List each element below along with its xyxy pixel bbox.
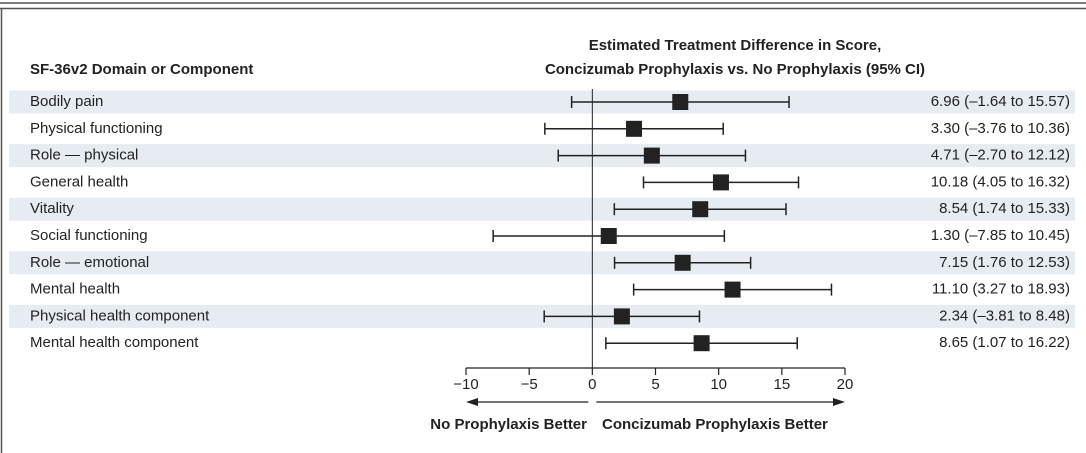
x-tick-label: −5	[521, 376, 538, 393]
estimate	[712, 174, 729, 191]
category-label: Mental health component	[30, 334, 199, 351]
estimate	[674, 254, 691, 271]
column-header: SF-36v2 Domain or Component	[30, 61, 253, 78]
x-tick-label: 20	[837, 376, 854, 393]
estimate	[613, 308, 630, 325]
value-label: 10.18 (4.05 to 16.32)	[931, 173, 1070, 190]
left-label: No Prophylaxis Better	[430, 416, 587, 433]
category-label: Role — emotional	[30, 254, 149, 271]
estimate	[724, 281, 741, 298]
x-tick-label: 10	[710, 376, 727, 393]
x-tick-label: 0	[588, 376, 596, 393]
row-shading	[9, 197, 1075, 221]
estimate	[693, 335, 710, 352]
value-label: 8.65 (1.07 to 16.22)	[939, 334, 1070, 351]
row-shading	[9, 144, 1075, 168]
chart-title: Estimated Treatment Difference in Score,	[589, 37, 882, 54]
x-tick-label: −10	[453, 376, 478, 393]
row-shading	[9, 304, 1075, 328]
value-label: 6.96 (–1.64 to 15.57)	[931, 93, 1070, 110]
category-label: Vitality	[30, 200, 74, 217]
category-label: Role — physical	[30, 147, 138, 164]
category-label: Social functioning	[30, 227, 148, 244]
row-shading	[9, 90, 1075, 114]
value-label: 1.30 (–7.85 to 10.45)	[931, 227, 1070, 244]
value-label: 4.71 (–2.70 to 12.12)	[931, 147, 1070, 164]
row-shading	[9, 251, 1075, 275]
category-label: Mental health	[30, 281, 120, 298]
arrow-head	[466, 398, 478, 406]
right-label: Concizumab Prophylaxis Better	[602, 416, 828, 433]
x-tick-label: 15	[773, 376, 790, 393]
value-label: 7.15 (1.76 to 12.53)	[939, 254, 1070, 271]
value-label: 8.54 (1.74 to 15.33)	[939, 200, 1070, 217]
category-label: Bodily pain	[30, 93, 103, 110]
estimate	[672, 94, 689, 110]
category-label: General health	[30, 173, 128, 190]
chart-title: Concizumab Prophylaxis vs. No Prophylaxi…	[545, 61, 925, 78]
category-label: Physical health component	[30, 307, 210, 324]
estimate	[626, 120, 643, 137]
value-label: 3.30 (–3.76 to 10.36)	[931, 120, 1070, 137]
x-tick-label: 5	[651, 376, 659, 393]
estimate	[643, 147, 660, 164]
estimate	[692, 201, 709, 218]
category-label: Physical functioning	[30, 120, 163, 137]
arrow-head	[833, 398, 845, 406]
value-label: 2.34 (–3.81 to 8.48)	[939, 307, 1070, 324]
estimate	[600, 228, 617, 244]
value-label: 11.10 (3.27 to 18.93)	[932, 281, 1070, 298]
